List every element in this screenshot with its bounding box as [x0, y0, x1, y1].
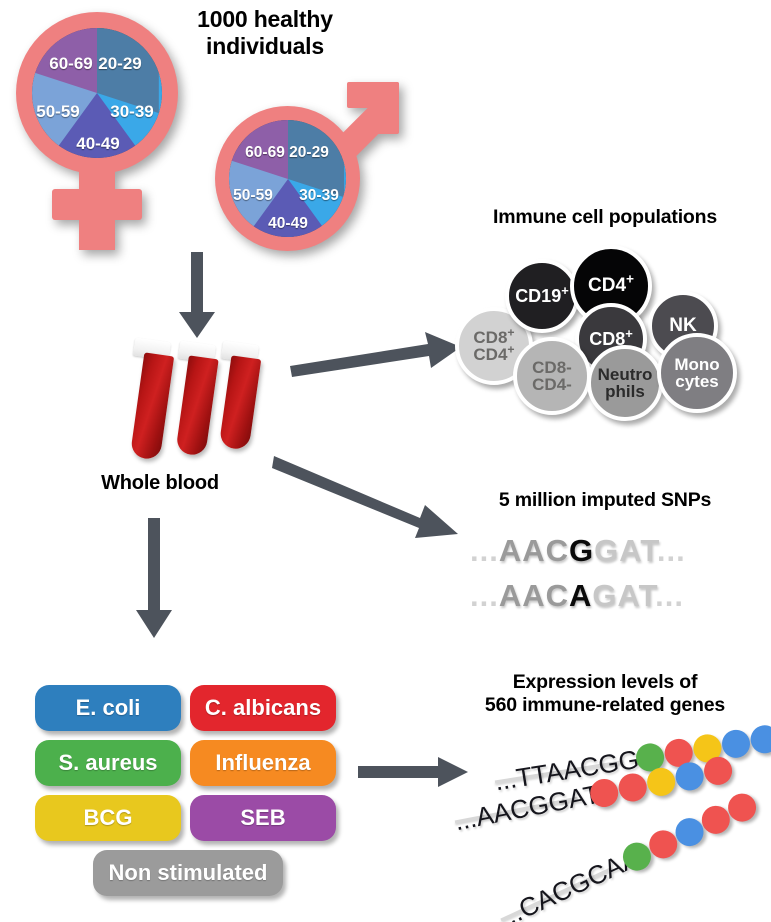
stimulation-panel: E. coli C. albicans S. aureus Influenza …	[35, 685, 336, 896]
stimulation-e-coli[interactable]: E. coli	[35, 685, 181, 731]
immune-cell-label: CD8+ CD4+	[473, 325, 515, 364]
immune-cell-cd8cd4-dn: CD8- CD4-	[513, 337, 591, 415]
immune-cell-label: Mono cytes	[674, 354, 720, 391]
immune-cell-monocytes: Mono cytes	[657, 333, 737, 413]
snp-sequences: ...AACGGAT... ...AACAGAT...	[470, 533, 750, 623]
arrow-cohort-to-blood	[175, 252, 219, 340]
male-arrow-head-h	[347, 82, 399, 108]
snp-prefix: AAC	[498, 533, 570, 568]
immune-cell-label: CD19+	[515, 282, 569, 306]
arrow-blood-to-snp	[272, 452, 462, 542]
rna-bead	[616, 771, 650, 804]
pie-label-60-69: 60-69	[49, 54, 93, 73]
snp-dots-right: ...	[655, 578, 684, 613]
snp-variant-base: A	[569, 578, 593, 613]
female-ring: 20-29 30-39 40-49 50-59 60-69	[16, 12, 178, 174]
pie-label-40-49: 40-49	[76, 134, 120, 153]
pie-label-50-59: 50-59	[36, 102, 80, 121]
pie-label-50-59: 50-59	[233, 187, 273, 204]
blood-tube-2	[175, 355, 219, 457]
male-symbol: 20-29 30-39 40-49 50-59 60-69	[205, 78, 405, 253]
section-title-immune: Immune cell populations	[492, 206, 717, 228]
pie-label-30-39: 30-39	[299, 187, 339, 204]
stimulation-c-albicans[interactable]: C. albicans	[190, 685, 336, 731]
page-title-cohort: 1000 healthy individuals	[197, 6, 333, 60]
rna-strand-group: ...TTAACGG ...AACGGAT ...CACGCAA	[452, 723, 771, 922]
snp-dots-right: ...	[656, 533, 686, 568]
blood-tube-1	[129, 352, 175, 461]
stimulation-bcg[interactable]: BCG	[35, 795, 181, 841]
immune-cell-label: Neutro phils	[597, 364, 653, 401]
snp-suffix: GAT	[594, 533, 657, 568]
male-ring: 20-29 30-39 40-49 50-59 60-69	[215, 106, 360, 251]
arrow-stimulation-to-expression	[358, 755, 470, 789]
immune-cell-label: NK	[669, 315, 697, 337]
section-title-snp: 5 million imputed SNPs	[498, 489, 712, 511]
immune-cell-label: CD8- CD4-	[532, 357, 572, 394]
immune-cell-label: CD4+	[588, 271, 634, 297]
snp-variant-base: G	[569, 533, 595, 568]
section-title-expression: Expression levels of 560 immune-related …	[484, 671, 726, 716]
immune-cell-cluster: CD8+ CD4+ CD19+ CD4+ NK CD8+ CD8- CD4- Neu…	[455, 245, 755, 421]
stimulation-influenza[interactable]: Influenza	[190, 740, 336, 786]
immune-cell-cd19: CD19+	[505, 259, 579, 333]
arrow-blood-to-immune	[288, 330, 463, 380]
female-symbol: 20-29 30-39 40-49 50-59 60-69	[8, 8, 188, 253]
snp-suffix: GAT	[592, 578, 656, 613]
strand-sequence: ...CACGCAA	[494, 842, 644, 922]
snp-sequence-row: ...AACAGAT...	[470, 578, 684, 614]
stimulation-non-stimulated[interactable]: Non stimulated	[93, 850, 283, 896]
pie-label-20-29: 20-29	[289, 144, 329, 161]
stimulation-s-aureus[interactable]: S. aureus	[35, 740, 181, 786]
pie-label-30-39: 30-39	[110, 102, 154, 121]
snp-prefix: AAC	[498, 578, 570, 613]
female-stem-cross	[52, 189, 142, 220]
immune-cell-label: CD8+	[589, 325, 633, 349]
rna-bead	[644, 765, 678, 799]
rna-bead	[701, 754, 735, 788]
rna-bead	[673, 759, 707, 793]
pie-label-40-49: 40-49	[268, 215, 308, 232]
pie-label-20-29: 20-29	[98, 54, 142, 73]
snp-dots-left: ...	[470, 578, 499, 613]
label-whole-blood: Whole blood	[101, 472, 219, 494]
snp-sequence-row: ...AACGGAT...	[470, 533, 686, 569]
stimulation-seb[interactable]: SEB	[190, 795, 336, 841]
blood-tube-3	[218, 355, 262, 451]
immune-cell-neutrophils: Neutro phils	[587, 345, 663, 421]
arrow-blood-to-stimulation	[132, 518, 176, 640]
snp-dots-left: ...	[470, 533, 499, 568]
whole-blood-tubes	[110, 337, 280, 465]
pie-label-60-69: 60-69	[245, 144, 285, 161]
